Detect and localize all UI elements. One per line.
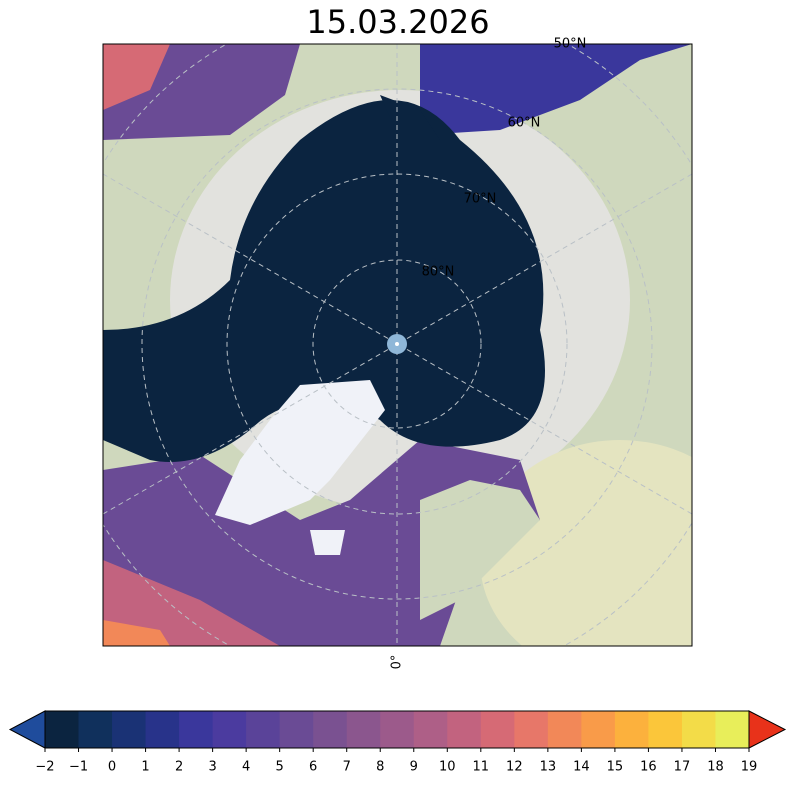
colorbar-segment xyxy=(447,711,482,748)
colorbar-segment xyxy=(413,711,448,748)
colorbar-segment xyxy=(614,711,649,748)
colorbar-tick-label: 14 xyxy=(573,760,590,775)
colorbar-frame xyxy=(44,710,750,749)
colorbar-segment xyxy=(179,711,214,748)
meridian-label: 0° xyxy=(390,655,405,670)
colorbar-under xyxy=(8,710,46,749)
colorbar-segment xyxy=(246,711,281,748)
colorbar-tick-label: 15 xyxy=(607,760,624,775)
colorbar-segment xyxy=(380,711,415,748)
parallel-label: 70°N xyxy=(464,192,497,207)
colorbar-tick-label: 9 xyxy=(410,760,418,775)
colorbar-segment xyxy=(715,711,750,748)
colorbar-segment xyxy=(45,711,80,748)
colorbar-segment xyxy=(581,711,616,748)
colorbar-segment xyxy=(279,711,314,748)
colorbar-tick-label: 5 xyxy=(276,760,284,775)
colorbar-segment xyxy=(313,711,348,748)
colorbar-tick-label: 11 xyxy=(473,760,490,775)
colorbar-segment xyxy=(346,711,381,748)
colorbar-tick-label: 12 xyxy=(506,760,523,775)
colorbar-tick-label: 8 xyxy=(376,760,384,775)
colorbar-segment xyxy=(514,711,549,748)
colorbar-tick-label: 13 xyxy=(540,760,557,775)
colorbar-segment xyxy=(145,711,180,748)
colorbar-tick-label: 4 xyxy=(242,760,250,775)
colorbar-tick-label: 2 xyxy=(175,760,183,775)
colorbar-tick-label: −1 xyxy=(69,760,88,775)
colorbar-segment xyxy=(78,711,113,748)
colorbar-tick-label: 1 xyxy=(141,760,149,775)
colorbar-tick-label: 6 xyxy=(309,760,317,775)
parallel-label: 80°N xyxy=(422,265,455,280)
colorbar-tick-label: 19 xyxy=(741,760,758,775)
colorbar-tick-label: 10 xyxy=(439,760,456,775)
colorbar-tick-label: 18 xyxy=(707,760,724,775)
colorbar-tick-label: 7 xyxy=(343,760,351,775)
map xyxy=(103,44,692,646)
parallel-label: 60°N xyxy=(508,116,541,131)
colorbar-tick-label: 0 xyxy=(108,760,116,775)
title: 15.03.2026 xyxy=(306,3,489,41)
map-frame xyxy=(102,43,693,647)
colorbar-tick-label: 16 xyxy=(640,760,657,775)
colorbar-tick-label: 17 xyxy=(674,760,691,775)
colorbar-tick-label: 3 xyxy=(208,760,216,775)
colorbar-tick-label: −2 xyxy=(35,760,54,775)
colorbar-over xyxy=(748,710,787,749)
colorbar-segment xyxy=(112,711,147,748)
colorbar-segment xyxy=(547,711,582,748)
colorbar-segment xyxy=(212,711,247,748)
colorbar-segment xyxy=(648,711,683,748)
colorbar-segment xyxy=(480,711,515,748)
parallel-label: 50°N xyxy=(554,37,587,52)
colorbar-segment xyxy=(681,711,716,748)
